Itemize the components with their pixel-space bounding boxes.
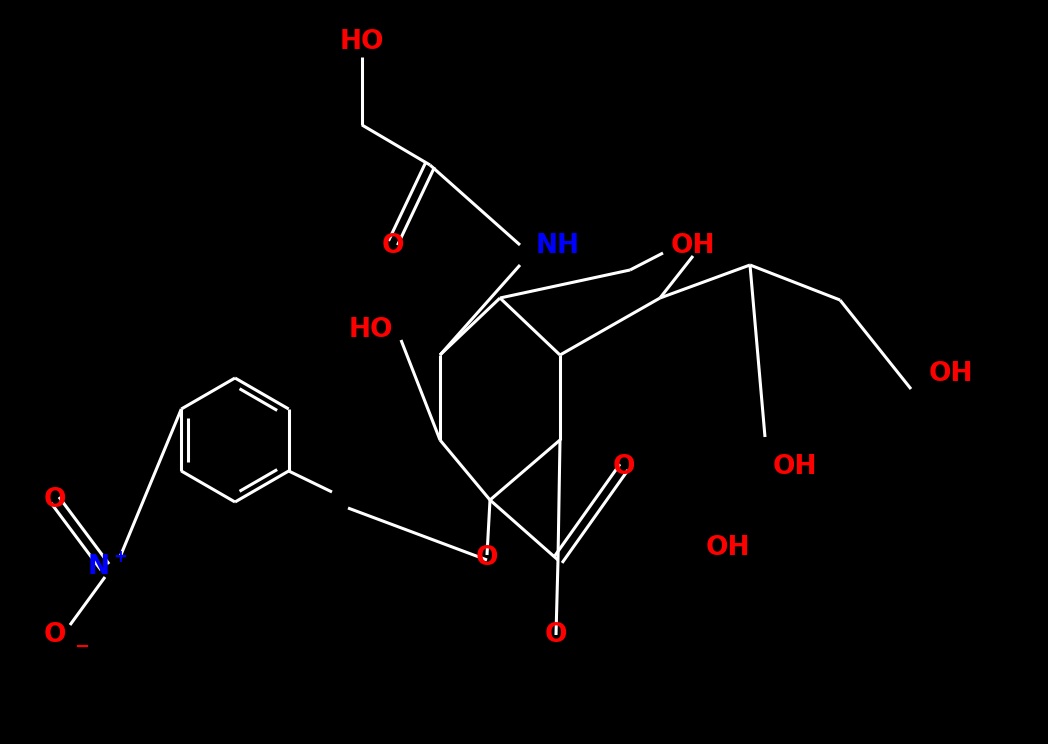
Text: HO: HO [349, 317, 393, 343]
Text: OH: OH [705, 535, 750, 561]
Text: O: O [381, 233, 405, 259]
Text: O: O [545, 622, 567, 648]
Text: OH: OH [671, 233, 715, 259]
Text: OH: OH [929, 361, 974, 387]
Text: HO: HO [340, 29, 385, 55]
Text: −: − [74, 638, 89, 656]
Text: O: O [613, 454, 635, 480]
Text: O: O [44, 622, 66, 648]
Text: N: N [88, 554, 110, 580]
Text: OH: OH [772, 454, 817, 480]
Text: O: O [476, 545, 498, 571]
Text: NH: NH [536, 233, 580, 259]
Text: +: + [113, 548, 127, 566]
Text: O: O [44, 487, 66, 513]
